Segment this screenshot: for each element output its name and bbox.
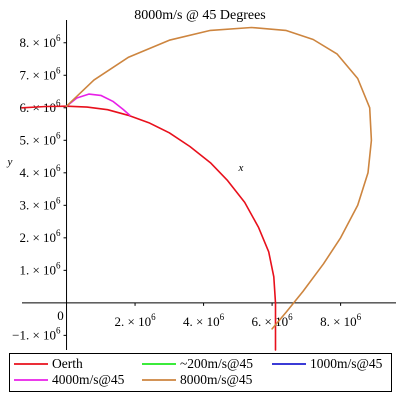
legend-label: 8000m/s@45 bbox=[180, 372, 253, 387]
legend-item: 8000m/s@45 bbox=[142, 372, 253, 387]
svg-text:8. × 106: 8. × 106 bbox=[19, 33, 61, 50]
svg-text:−1. × 106: −1. × 106 bbox=[12, 325, 61, 342]
svg-text:2. × 106: 2. × 106 bbox=[19, 228, 61, 245]
y-tick-label: 2. × 106 bbox=[19, 228, 61, 245]
x-tick-label: 2. × 106 bbox=[115, 312, 157, 329]
axes bbox=[22, 20, 396, 350]
legend-label: ~200m/s@45 bbox=[180, 356, 253, 371]
svg-text:4. × 106: 4. × 106 bbox=[19, 163, 61, 180]
y-axis-title: y bbox=[7, 156, 13, 168]
legend-label: 4000m/s@45 bbox=[52, 372, 125, 387]
svg-text:4. × 106: 4. × 106 bbox=[183, 312, 225, 329]
y-tick-label: 3. × 106 bbox=[19, 195, 61, 212]
series-line-8000m-s-45 bbox=[65, 26, 373, 330]
x-tick-label: 4. × 106 bbox=[183, 312, 225, 329]
svg-text:8. × 106: 8. × 106 bbox=[320, 312, 362, 329]
x-axis-title: x bbox=[238, 162, 244, 174]
legend-item: 4000m/s@45 bbox=[14, 372, 125, 387]
chart-title: 8000m/s @ 45 Degrees bbox=[134, 8, 265, 23]
legend-item: 1000m/s@45 bbox=[272, 356, 383, 371]
x-tick-label: 8. × 106 bbox=[320, 312, 362, 329]
y-tick-label: 8. × 106 bbox=[19, 33, 61, 50]
svg-text:7. × 106: 7. × 106 bbox=[19, 65, 61, 82]
series-lines bbox=[21, 26, 373, 351]
svg-text:3. × 106: 3. × 106 bbox=[19, 195, 61, 212]
legend: Oerth ~200m/s@45 1000m/s@45 4000m/s@45 8000m… bbox=[9, 353, 392, 392]
legend-label: Oerth bbox=[52, 356, 83, 371]
svg-text:5. × 106: 5. × 106 bbox=[19, 130, 61, 147]
series-line-4000m-s-45 bbox=[65, 93, 131, 117]
y-tick-label: 5. × 106 bbox=[19, 130, 61, 147]
legend-box bbox=[9, 353, 392, 392]
y-tick-label: 1. × 106 bbox=[19, 260, 61, 277]
svg-text:2. × 106: 2. × 106 bbox=[115, 312, 157, 329]
x-tick-label: 6. × 106 bbox=[252, 312, 294, 329]
legend-label: 1000m/s@45 bbox=[310, 356, 383, 371]
legend-item: ~200m/s@45 bbox=[142, 356, 253, 371]
svg-text:6. × 106: 6. × 106 bbox=[252, 312, 294, 329]
origin-label: 0 bbox=[57, 308, 64, 323]
y-tick-label: −1. × 106 bbox=[12, 325, 61, 342]
tick-labels: 2. × 106 4. × 106 6. × 106 8. × 106 −1. × 10… bbox=[12, 33, 362, 343]
y-tick-label: 4. × 106 bbox=[19, 163, 61, 180]
svg-text:1. × 106: 1. × 106 bbox=[19, 260, 61, 277]
y-tick-label: 7. × 106 bbox=[19, 65, 61, 82]
legend-item: Oerth bbox=[14, 356, 83, 371]
series-line-oerth bbox=[21, 105, 277, 351]
